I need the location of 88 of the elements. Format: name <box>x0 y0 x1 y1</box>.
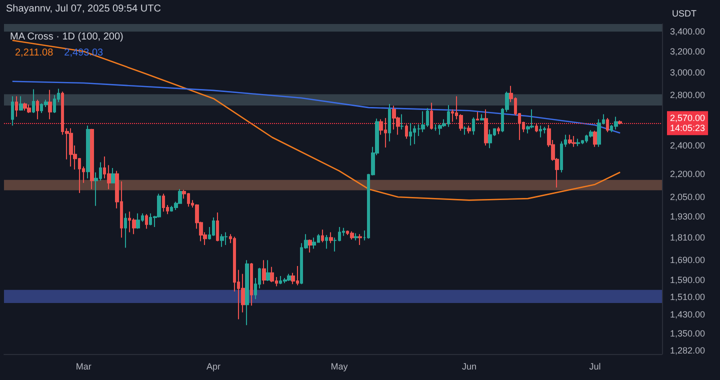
candlestick <box>250 262 253 306</box>
legend-title: MA Cross · 1D (100, 200) <box>10 32 124 42</box>
y-tick-label: 2,200.00 <box>670 168 706 179</box>
x-tick-label: Apr <box>206 362 221 372</box>
candlestick <box>354 232 358 241</box>
candlestick <box>216 212 219 242</box>
candlestick <box>224 232 228 246</box>
candlestick <box>358 234 362 246</box>
candlestick <box>392 105 396 130</box>
y-tick-label: 2,400.00 <box>670 140 706 150</box>
candlestick <box>266 260 270 282</box>
y-tick-label: 3,200.00 <box>670 46 706 56</box>
candlestick <box>497 126 500 135</box>
candlestick <box>472 116 475 136</box>
x-tick-label: Mar <box>76 362 92 372</box>
y-tick-label: 1,930.00 <box>670 212 706 222</box>
candlestick <box>23 102 27 112</box>
candlestick <box>262 260 266 285</box>
y-tick-label: 1,690.00 <box>670 255 706 266</box>
candlestick <box>136 212 140 230</box>
candlestick <box>535 123 538 133</box>
text: Shayannv, Jul 07, 2025 09:54 UTC <box>6 4 161 14</box>
candlestick <box>388 103 391 142</box>
candlestick <box>463 126 467 136</box>
candlestick <box>124 212 127 248</box>
candlestick <box>69 128 73 168</box>
candlestick <box>572 136 576 148</box>
candlestick <box>15 96 18 118</box>
candlestick <box>476 111 479 122</box>
candlestick <box>270 266 274 283</box>
candlestick <box>480 114 484 122</box>
candlestick <box>220 234 224 248</box>
y-tick-label: 1,430.00 <box>670 310 706 320</box>
candlestick <box>405 124 408 140</box>
y-tick-label: 3,400.00 <box>670 26 706 37</box>
candlestick <box>597 118 601 148</box>
candlestick <box>27 104 31 114</box>
candlestick <box>488 129 492 149</box>
candlestick <box>212 217 215 236</box>
candlestick <box>438 124 442 136</box>
y-tick-label: 1,510.00 <box>670 292 706 302</box>
candlestick <box>321 229 324 243</box>
candlestick <box>48 89 52 120</box>
candlestick <box>593 130 597 148</box>
line-series <box>12 80 621 134</box>
x-tick-label: Jul <box>589 362 601 372</box>
candlestick <box>568 134 572 145</box>
candlestick <box>32 88 35 114</box>
x-tick-label: May <box>330 362 348 372</box>
y-tick-label: 1,810.00 <box>670 232 706 243</box>
candlestick <box>606 118 609 133</box>
candlestick <box>325 234 328 250</box>
candlestick <box>409 122 412 146</box>
candlestick <box>145 214 148 230</box>
candlestick <box>111 168 115 184</box>
candlestick <box>36 99 39 120</box>
candlestick <box>90 128 94 190</box>
candlestick <box>312 237 316 250</box>
candlestick <box>283 277 287 284</box>
candlestick <box>421 110 425 133</box>
x-tick-label: Jun <box>462 362 476 372</box>
candlestick <box>329 232 333 244</box>
candlestick <box>11 96 14 126</box>
candlestick <box>430 102 433 130</box>
candlestick <box>350 230 354 240</box>
candlestick <box>86 125 90 179</box>
candlestick <box>614 116 618 130</box>
y-tick-label: 3,000.00 <box>670 68 706 78</box>
y-tick-label: 1,590.00 <box>670 275 706 286</box>
y-tick-label: 2,800.00 <box>670 90 706 100</box>
candlestick <box>162 193 165 212</box>
candlestick <box>484 108 488 146</box>
candlestick <box>245 260 249 326</box>
ref-line-label: 2,570.00 14:05:23 <box>670 113 706 134</box>
candlestick <box>576 138 580 147</box>
y-axis-title: USDT <box>672 8 697 18</box>
candlestick <box>539 125 542 138</box>
candlestick <box>543 126 546 134</box>
candlestick <box>19 96 23 112</box>
candlestick <box>400 114 404 130</box>
candlestick <box>287 273 291 282</box>
candlestick <box>618 120 622 125</box>
series-label: 2,211.08 <box>15 48 54 58</box>
y-tick-label: 2,050.00 <box>670 192 706 202</box>
y-tick-label: 1,350.00 <box>670 328 706 339</box>
candlestick <box>467 125 471 134</box>
y-tick-label: 1,282.00 <box>670 345 706 356</box>
candlestick <box>308 238 312 253</box>
